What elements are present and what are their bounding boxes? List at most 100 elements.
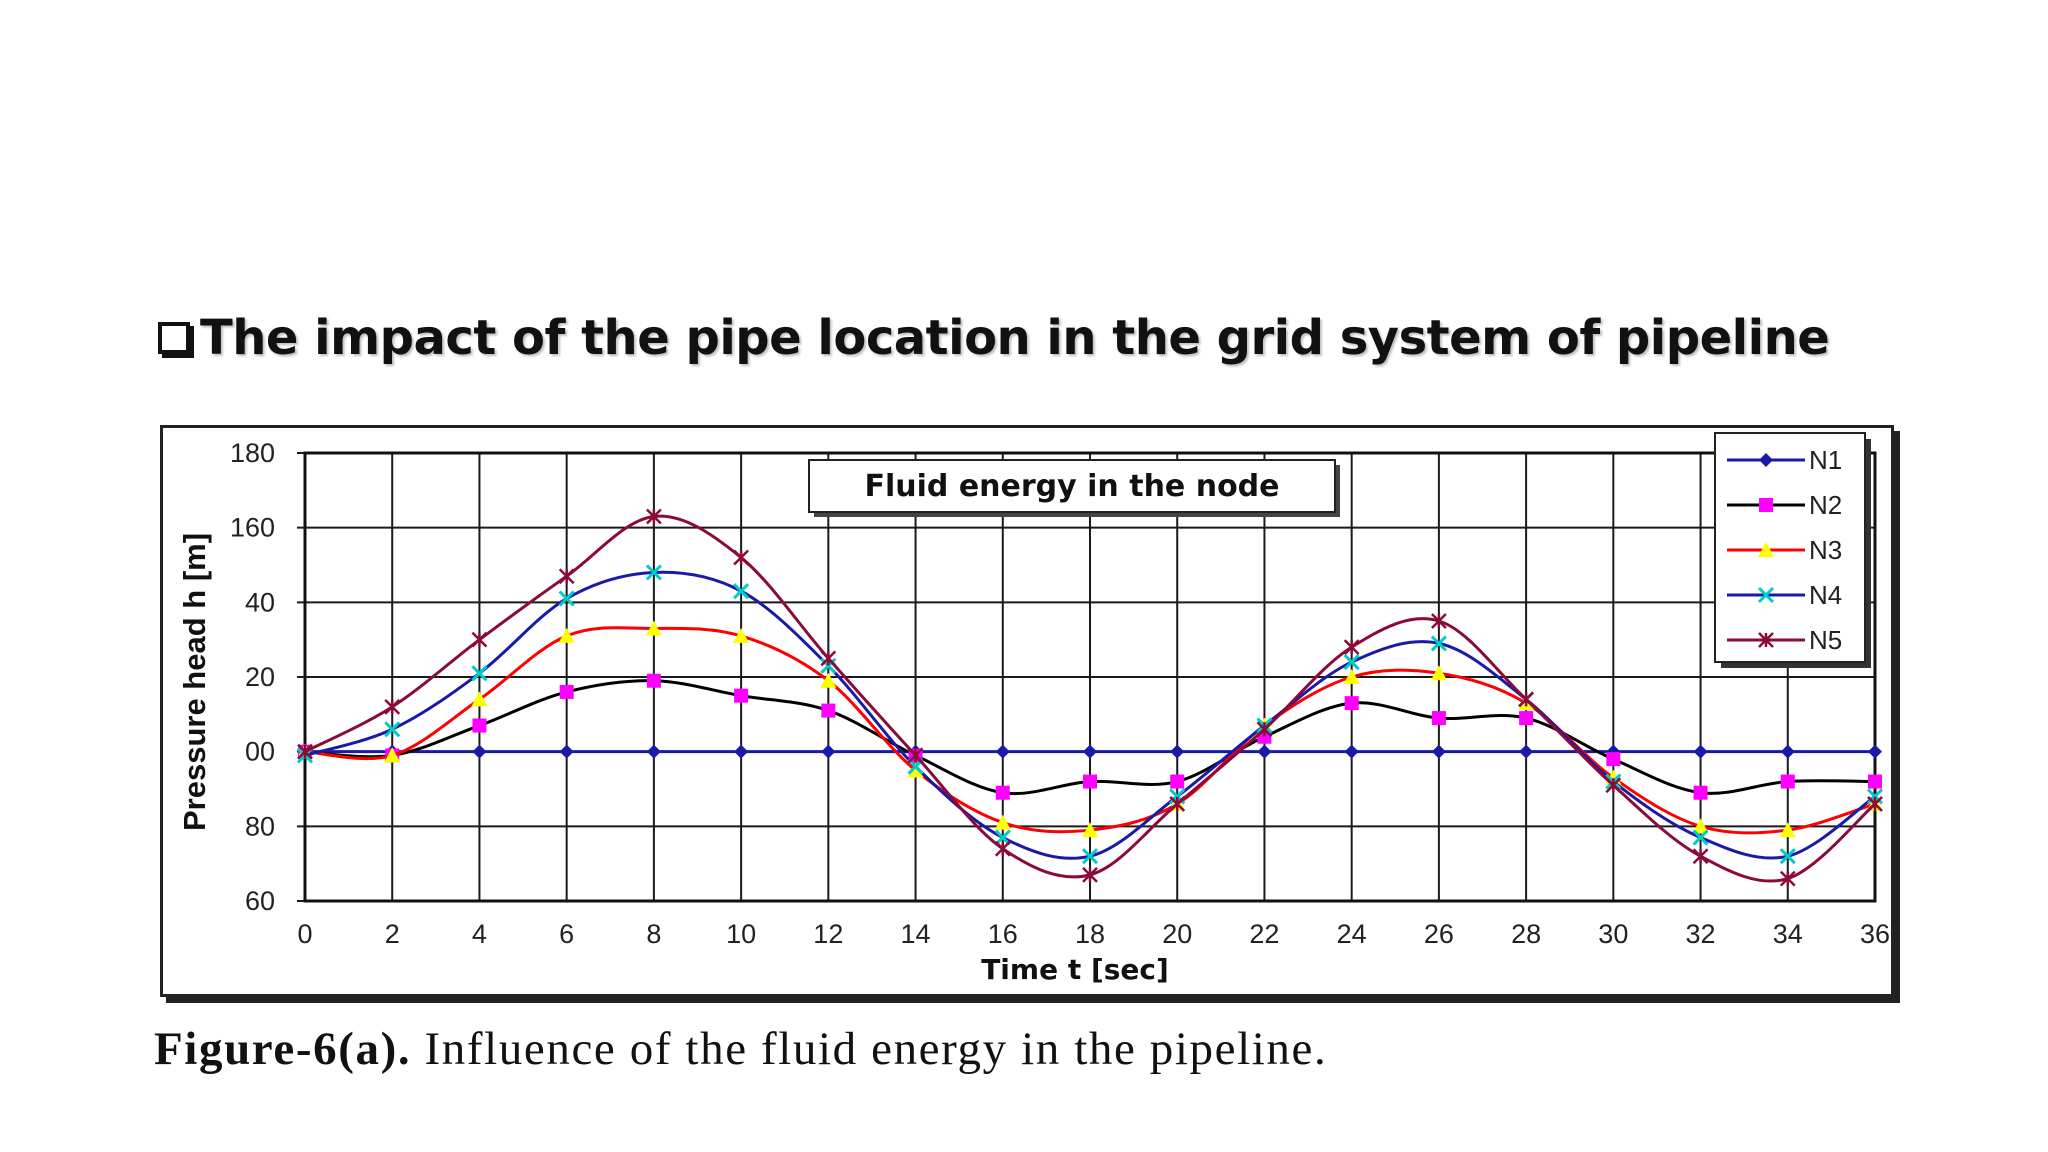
data-point-n4 (1692, 829, 1709, 846)
legend-label-n5: N5 (1809, 625, 1842, 655)
legend-box (1714, 432, 1866, 663)
data-point-n3 (994, 814, 1011, 830)
legend-marker-n1 (1759, 453, 1773, 467)
x-tick-label: 28 (1511, 919, 1541, 949)
x-tick-label: 6 (559, 919, 574, 949)
data-point-n1 (1083, 744, 1097, 759)
data-point-n1 (1780, 744, 1795, 759)
data-point-n2 (559, 684, 574, 699)
data-point-n3 (820, 672, 837, 688)
data-point-n4 (1866, 788, 1884, 805)
figure-caption: Figure-6(a). Influence of the fluid ener… (154, 1022, 1327, 1076)
data-point-n2 (734, 688, 749, 703)
data-point-n4 (384, 721, 401, 738)
data-point-n4 (1430, 635, 1447, 652)
data-point-n2 (1606, 752, 1621, 767)
data-point-n4 (820, 657, 837, 674)
data-point-n3 (907, 762, 924, 778)
data-point-n4 (471, 665, 488, 682)
x-axis-label: Time t [sec] (981, 953, 1169, 986)
x-tick-label: 10 (726, 919, 756, 949)
data-point-n2 (1431, 711, 1446, 726)
legend-marker-n3 (1758, 542, 1774, 557)
data-point-n2 (1693, 785, 1708, 800)
data-point-n2 (1170, 774, 1185, 789)
data-point-n4 (733, 583, 750, 600)
chart-title: Fluid energy in the node (864, 469, 1279, 504)
data-point-n3 (733, 627, 750, 643)
data-point-n5 (1692, 848, 1709, 865)
x-tick-label: 2 (385, 919, 400, 949)
data-point-n5 (1779, 870, 1796, 887)
data-point-n5 (1343, 639, 1360, 656)
x-tick-label: 36 (1860, 919, 1890, 949)
data-point-n5 (1867, 796, 1883, 812)
data-point-n2 (646, 673, 661, 688)
x-tick-label: 20 (1162, 919, 1192, 949)
data-point-n5 (297, 743, 313, 760)
chart-frame: 180 160 40 20 00 80 60 0 2 4 6 8 10 12 14 16 18 20 22 24 26 2… (160, 425, 1894, 997)
y-axis-label: Pressure head h [m] (177, 533, 212, 831)
legend-marker-n4 (1757, 586, 1775, 604)
data-point-n2 (995, 785, 1010, 800)
figure-caption-text: Influence of the fluid energy in the pip… (411, 1023, 1328, 1075)
data-point-n5 (907, 747, 924, 764)
y-tick-label: 00 (245, 737, 275, 767)
x-tick-label: 14 (901, 919, 931, 949)
data-point-n4 (1081, 848, 1099, 865)
data-point-n2 (821, 703, 836, 718)
data-point-n3 (1692, 818, 1709, 834)
data-point-n2 (1519, 711, 1534, 726)
data-point-n3 (1082, 822, 1098, 838)
data-point-n2 (1868, 774, 1882, 789)
y-tick-label: 40 (245, 587, 275, 617)
y-tick-label: 160 (230, 513, 275, 543)
data-point-n3 (471, 691, 488, 707)
data-point-n5 (558, 568, 575, 585)
data-point-n5 (646, 508, 662, 525)
x-tick-label: 26 (1424, 919, 1454, 949)
data-point-n5 (471, 631, 488, 648)
data-point-n3 (384, 747, 401, 763)
data-point-n1 (646, 744, 661, 759)
data-point-n1 (472, 744, 487, 759)
figure-caption-label: Figure-6(a). (154, 1023, 412, 1075)
data-point-n1 (995, 744, 1010, 759)
x-tick-label: 24 (1337, 919, 1367, 949)
legend-label-n3: N3 (1809, 535, 1842, 565)
data-point-n2 (1083, 774, 1097, 789)
checkbox-bullet-icon (158, 322, 190, 354)
data-point-n5 (1518, 691, 1534, 708)
x-tick-label: 8 (646, 919, 661, 949)
legend-marker-n5 (1758, 632, 1774, 648)
data-point-n1 (1257, 744, 1272, 759)
data-point-n1 (1519, 744, 1534, 759)
data-point-n1 (1693, 744, 1708, 759)
data-point-n5 (994, 840, 1011, 857)
y-tick-label: 80 (245, 811, 275, 841)
y-tick-label: 20 (245, 662, 275, 692)
legend-label-n2: N2 (1809, 490, 1842, 520)
data-point-n4 (1343, 654, 1360, 671)
y-tick-label: 180 (230, 438, 275, 468)
data-point-n5 (1169, 796, 1186, 812)
x-tick-label: 12 (813, 919, 843, 949)
data-point-n3 (1343, 669, 1360, 684)
data-point-n5 (384, 698, 401, 715)
data-point-n2 (1780, 774, 1795, 789)
x-tick-label: 18 (1075, 919, 1105, 949)
data-point-n1 (821, 744, 836, 759)
data-point-n1 (1868, 744, 1882, 759)
data-point-n1 (734, 744, 749, 759)
x-tick-label: 0 (297, 919, 312, 949)
data-point-n3 (645, 620, 662, 636)
x-tick-label: 16 (988, 919, 1018, 949)
x-tick-label: 4 (472, 919, 487, 949)
x-tick-label: 34 (1773, 919, 1803, 949)
legend-label-n1: N1 (1809, 445, 1842, 475)
legend-marker-n2 (1759, 498, 1773, 512)
data-point-n5 (820, 650, 837, 667)
data-point-n5 (1431, 613, 1447, 629)
data-point-n1 (1344, 744, 1359, 759)
